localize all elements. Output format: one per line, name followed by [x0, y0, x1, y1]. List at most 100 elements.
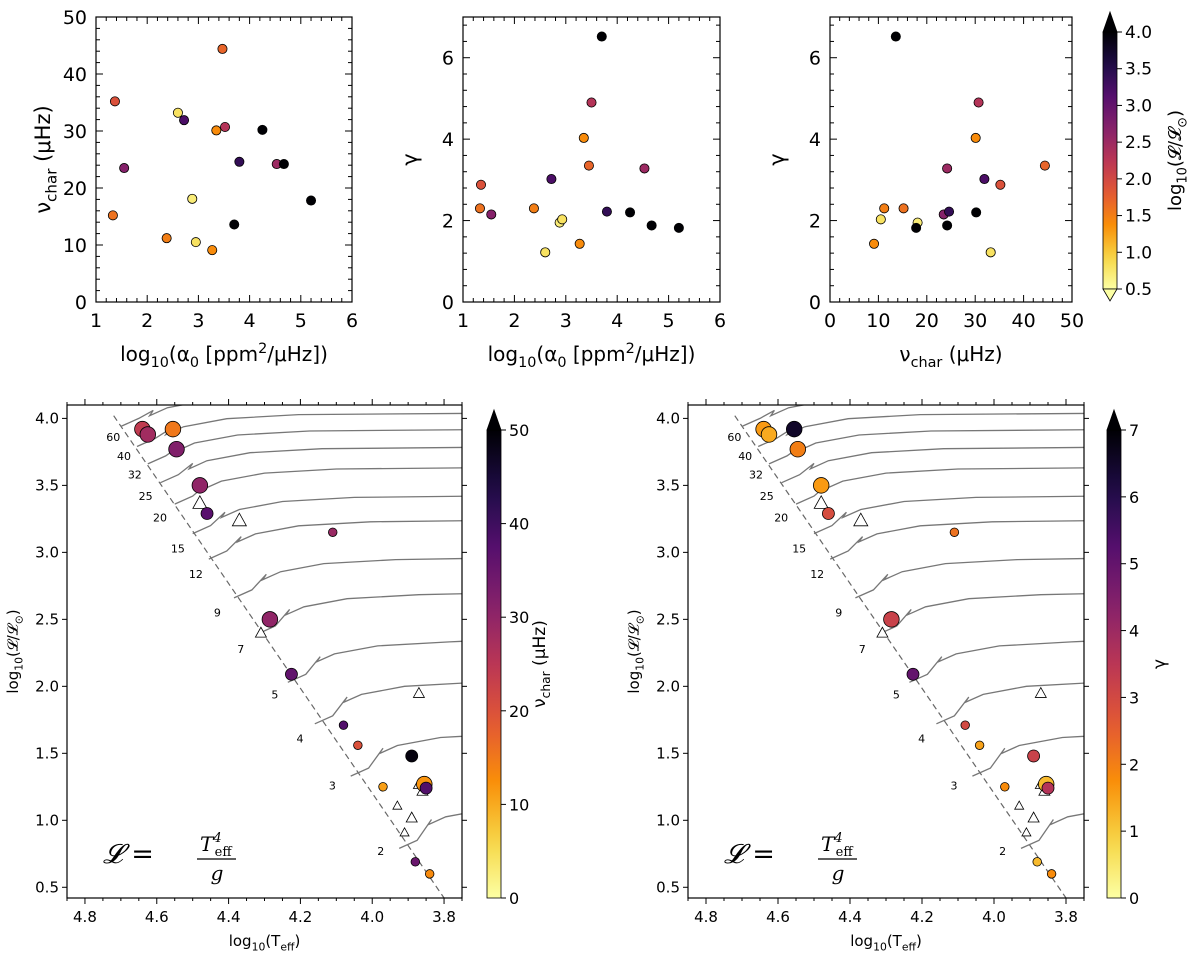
x-axis-label: log10(α0 [ppm2/μHz])	[120, 341, 328, 371]
data-point	[217, 43, 228, 54]
y-tick-label: 4	[442, 129, 454, 151]
colorbar-gradient	[1102, 31, 1118, 290]
y-tick-label: 3.0	[35, 543, 59, 561]
x-tick-label: 3	[192, 310, 204, 332]
evolutionary-track	[795, 467, 1084, 505]
colorbar-tick-label: 3.0	[1125, 96, 1152, 116]
mass-label: 3	[951, 779, 958, 792]
y-tick-label: 30	[63, 121, 87, 143]
y-axis-label: νchar (μHz)	[31, 105, 60, 213]
mass-label: 15	[792, 542, 806, 555]
mass-label: 25	[760, 490, 774, 503]
colorbar-cb3: 0 1 2 3 4 5 6 7 γ	[1106, 408, 1170, 908]
data-point	[786, 420, 803, 438]
colorbar-tick-label: 4	[1129, 622, 1139, 641]
colorbar-tick-label: 4.0	[1125, 23, 1152, 43]
mass-label: 40	[117, 450, 131, 463]
axes-frame	[95, 16, 353, 303]
evolutionary-track	[287, 640, 462, 683]
x-tick-label: 3	[560, 310, 572, 332]
y-tick-label: 20	[63, 178, 87, 200]
x-tick-label: 4.0	[982, 908, 1006, 926]
data-point	[942, 163, 953, 174]
x-axis-label: log10(Teff)	[850, 932, 922, 954]
data-point	[328, 527, 338, 537]
data-point	[107, 210, 118, 221]
x-tick-label: 4.2	[288, 908, 312, 926]
non-detection-triangle	[813, 494, 829, 509]
y-tick-label: 4	[809, 129, 821, 151]
y-axis-label: log10(𝓛/𝓛⊙)	[4, 609, 26, 693]
y-tick-label: 0	[809, 292, 821, 314]
mass-label: 3	[329, 779, 336, 792]
data-point	[139, 426, 156, 443]
panel-p2: 1 2 3 4 5 6 0 2 4 6 log10(α0 [ppm2/μHz]) γ	[398, 16, 726, 371]
data-point	[869, 238, 880, 249]
formula-denominator: g	[832, 861, 845, 885]
data-point	[191, 477, 209, 494]
colorbar-tick-label: 1	[1129, 822, 1139, 841]
colorbar-tick-label: 10	[509, 795, 529, 814]
formula-lhs: 𝓛 =	[724, 839, 775, 870]
data-point	[109, 96, 120, 107]
colorbar-tick-label: 3.5	[1125, 60, 1152, 80]
data-point	[596, 31, 607, 42]
data-point	[172, 107, 183, 118]
y-tick-label: 0	[442, 292, 454, 314]
data-point	[474, 203, 485, 214]
data-point	[1041, 781, 1055, 795]
evolutionary-track	[972, 735, 1084, 777]
x-tick-label: 2	[141, 310, 153, 332]
x-tick-label: 4.8	[694, 908, 718, 926]
y-tick-label: 4.0	[656, 409, 680, 427]
data-point	[974, 740, 985, 750]
data-point	[890, 31, 901, 42]
data-point	[190, 237, 201, 248]
y-axis-label: γ	[398, 153, 422, 165]
x-tick-label: 40	[1012, 310, 1036, 332]
colorbar-tick-label: 5	[1129, 555, 1139, 574]
mass-label: 12	[189, 568, 203, 581]
data-point	[822, 507, 835, 520]
axes-frame	[462, 16, 721, 303]
data-point	[1046, 869, 1057, 879]
evolutionary-track	[314, 682, 462, 725]
colorbar-extend-max	[486, 408, 502, 431]
data-point	[673, 222, 684, 233]
data-point	[949, 527, 960, 537]
evolutionary-track	[909, 640, 1084, 683]
evolutionary-track	[120, 405, 186, 427]
non-detection-triangle	[1014, 800, 1025, 810]
colorbar-tick-label: 40	[509, 515, 529, 534]
non-detection-triangle	[392, 800, 403, 810]
non-detection-triangle	[405, 811, 418, 823]
x-tick-label: 4.2	[910, 908, 934, 926]
mass-label: 5	[893, 688, 900, 701]
evolutionary-track	[768, 429, 1084, 465]
y-axis-label: γ	[765, 153, 789, 165]
mass-label: 7	[859, 643, 866, 656]
colorbar-label: γ	[1150, 659, 1170, 669]
colorbar-tick-label: 2	[1129, 755, 1139, 774]
y-tick-label: 3.5	[35, 476, 59, 494]
evolutionary-track	[174, 467, 462, 505]
mass-label: 9	[835, 607, 842, 620]
colorbar-tick-label: 20	[509, 702, 529, 721]
evolutionary-track	[878, 593, 1084, 635]
formula-numerator: T4 eff	[200, 831, 233, 860]
colorbar-label: log10(𝓛/𝓛⊙)	[1165, 110, 1190, 211]
y-tick-label: 10	[63, 235, 87, 257]
colorbar-tick-label: 0.5	[1125, 280, 1152, 300]
data-point	[574, 238, 585, 249]
data-point	[353, 740, 363, 750]
data-point	[985, 247, 996, 258]
mass-label: 32	[749, 469, 763, 482]
plot-area	[113, 405, 462, 898]
non-detection-triangle	[412, 686, 426, 698]
formula-denominator: g	[211, 861, 224, 885]
y-tick-label: 2.0	[35, 677, 59, 695]
colorbar-tick-label: 0	[1129, 889, 1139, 908]
data-point	[306, 195, 317, 206]
colorbar-gradient	[1106, 429, 1122, 899]
